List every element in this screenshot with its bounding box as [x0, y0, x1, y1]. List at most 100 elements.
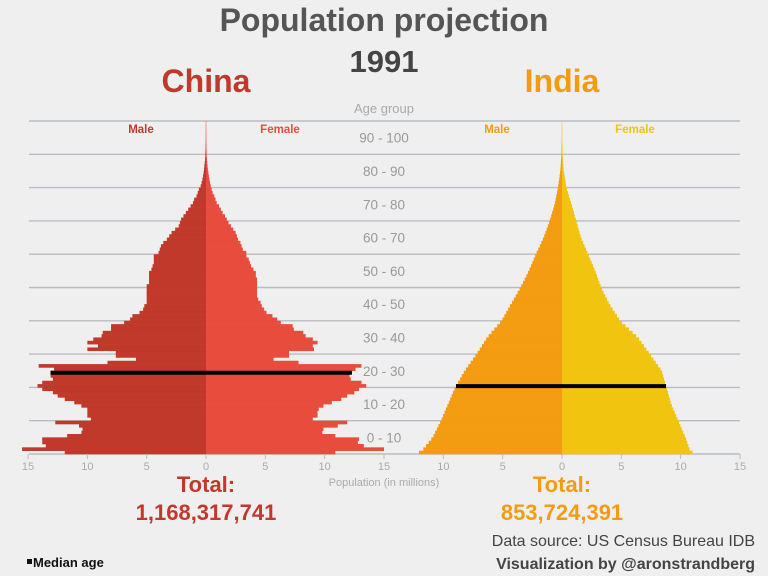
bar-india-male-age-61: [538, 247, 562, 252]
bar-india-female-age-77: [562, 194, 569, 198]
bar-china-female-age-69: [206, 220, 229, 225]
bar-china-female-age-51: [206, 280, 258, 285]
bar-india-male-age-40: [502, 317, 562, 322]
bar-china-female-age-14: [206, 404, 324, 408]
bar-china-female-age-77: [206, 194, 215, 198]
bar-india-male-age-48: [517, 290, 562, 295]
bar-india-male-age-52: [524, 277, 562, 282]
bar-india-female-age-15: [562, 400, 671, 405]
india-male-label: Male: [484, 124, 510, 136]
credit: Visualization by @aronstrandberg: [496, 556, 755, 573]
bar-india-female-age-61: [562, 247, 586, 252]
bar-china-male-age-48: [146, 290, 206, 295]
bar-china-male-age-80: [200, 184, 206, 188]
bar-india-male-age-23: [461, 374, 562, 378]
bar-india-male-age-10: [441, 417, 562, 421]
bar-india-female-age-58: [562, 257, 591, 262]
bar-china-female-age-87: [206, 160, 208, 165]
bar-india-female-age-54: [562, 270, 596, 275]
bar-china-male-age-89: [205, 154, 206, 158]
x-tick-label: 10: [437, 461, 449, 473]
x-tick-label: 10: [319, 461, 331, 473]
bar-india-male-age-85: [560, 167, 562, 172]
bar-china-female-age-89: [206, 154, 207, 158]
bar-india-female-age-67: [562, 227, 579, 232]
bar-india-male-age-72: [552, 210, 562, 215]
bar-china-male-age-29: [115, 354, 206, 358]
bar-india-female-age-45: [562, 300, 609, 305]
bar-china-female-age-19: [206, 387, 360, 392]
bar-india-male-age-36: [491, 330, 562, 335]
bar-india-female-age-10: [562, 417, 678, 421]
bar-china-male-age-40: [130, 317, 206, 322]
bar-china-male-age-72: [185, 210, 206, 215]
data-source: Data source: US Census Bureau IDB: [492, 533, 755, 550]
bar-india-female-age-55: [562, 267, 595, 272]
x-tick-label: 15: [734, 461, 746, 473]
bar-china-female-age-4: [206, 437, 360, 441]
bar-india-female-age-38: [562, 324, 626, 328]
bar-india-female-age-12: [562, 410, 675, 415]
bar-china-female-age-64: [206, 237, 239, 242]
bar-china-female-age-46: [206, 297, 259, 302]
bar-china-female-age-53: [206, 274, 256, 278]
bar-india-male-age-75: [554, 200, 562, 205]
bar-india-male-age-12: [444, 410, 562, 415]
bar-china-female-age-85: [206, 167, 208, 172]
bar-china-female-age-56: [206, 264, 252, 268]
bar-china-female-age-83: [206, 174, 209, 178]
bar-china-male-age-8: [79, 424, 206, 428]
bar-india-male-age-68: [547, 224, 562, 228]
bar-china-female-age-59: [206, 254, 247, 258]
bar-china-female-age-40: [206, 317, 278, 322]
bar-india-female-age-56: [562, 264, 594, 268]
bar-china-female-age-43: [206, 307, 265, 312]
bar-china-female-age-48: [206, 290, 258, 295]
bar-india-male-age-7: [436, 427, 562, 431]
bar-china-female-age-22: [206, 377, 351, 382]
bar-china-male-age-63: [163, 240, 206, 245]
bar-india-male-age-18: [453, 390, 562, 395]
bar-china-female-age-28: [206, 357, 274, 362]
bar-india-male-age-33: [484, 340, 562, 345]
bar-india-female-age-85: [562, 167, 564, 172]
bar-india-female-age-18: [562, 390, 668, 395]
bar-india-female-age-83: [562, 174, 565, 178]
age-group-label: 80 - 90: [363, 164, 405, 179]
bar-india-male-age-5: [433, 434, 562, 438]
age-group-label: 30 - 40: [363, 330, 405, 345]
bar-india-female-age-81: [562, 180, 566, 185]
bar-china-male-age-88: [205, 157, 206, 162]
bar-china-male-age-87: [204, 160, 206, 165]
bar-india-male-age-54: [527, 270, 562, 275]
x-axis-ticks: 15 10 5 0 5 10 15 10 5 0 5 10 15: [22, 454, 746, 473]
bar-china-male-age-23: [50, 374, 207, 378]
bar-china-male-age-65: [169, 234, 206, 238]
bar-china-male-age-79: [198, 187, 206, 192]
bar-china-female-age-35: [206, 334, 306, 338]
bar-india-male-age-66: [545, 230, 562, 235]
bar-india-male-age-19: [454, 387, 562, 392]
bar-india-male-age-41: [504, 314, 562, 318]
bar-china-male-age-58: [153, 257, 206, 262]
bar-india-male-age-69: [549, 220, 562, 225]
bar-china-male-age-10: [90, 417, 206, 421]
country-title-india: India: [525, 63, 600, 99]
bar-china-female-age-26: [206, 364, 362, 368]
bar-india-male-age-64: [542, 237, 562, 242]
bar-india-female-age-40: [562, 317, 620, 322]
bar-india-male-age-6: [435, 430, 562, 435]
bar-india-male-age-55: [529, 267, 562, 272]
bar-china-female-age-47: [206, 294, 258, 298]
bar-india-male-age-25: [465, 367, 562, 372]
bar-china-female-age-62: [206, 244, 242, 248]
bar-china-female-age-37: [206, 327, 294, 332]
bar-india-female-age-4: [562, 437, 687, 441]
bar-china-male-age-81: [201, 180, 206, 185]
bar-india-female-age-76: [562, 197, 570, 202]
bar-china-male-age-67: [175, 227, 206, 232]
bar-china-male-age-64: [166, 237, 206, 242]
x-tick-label: 10: [81, 461, 93, 473]
bar-china-male-age-51: [149, 280, 206, 285]
bar-china-female-age-9: [206, 420, 348, 425]
